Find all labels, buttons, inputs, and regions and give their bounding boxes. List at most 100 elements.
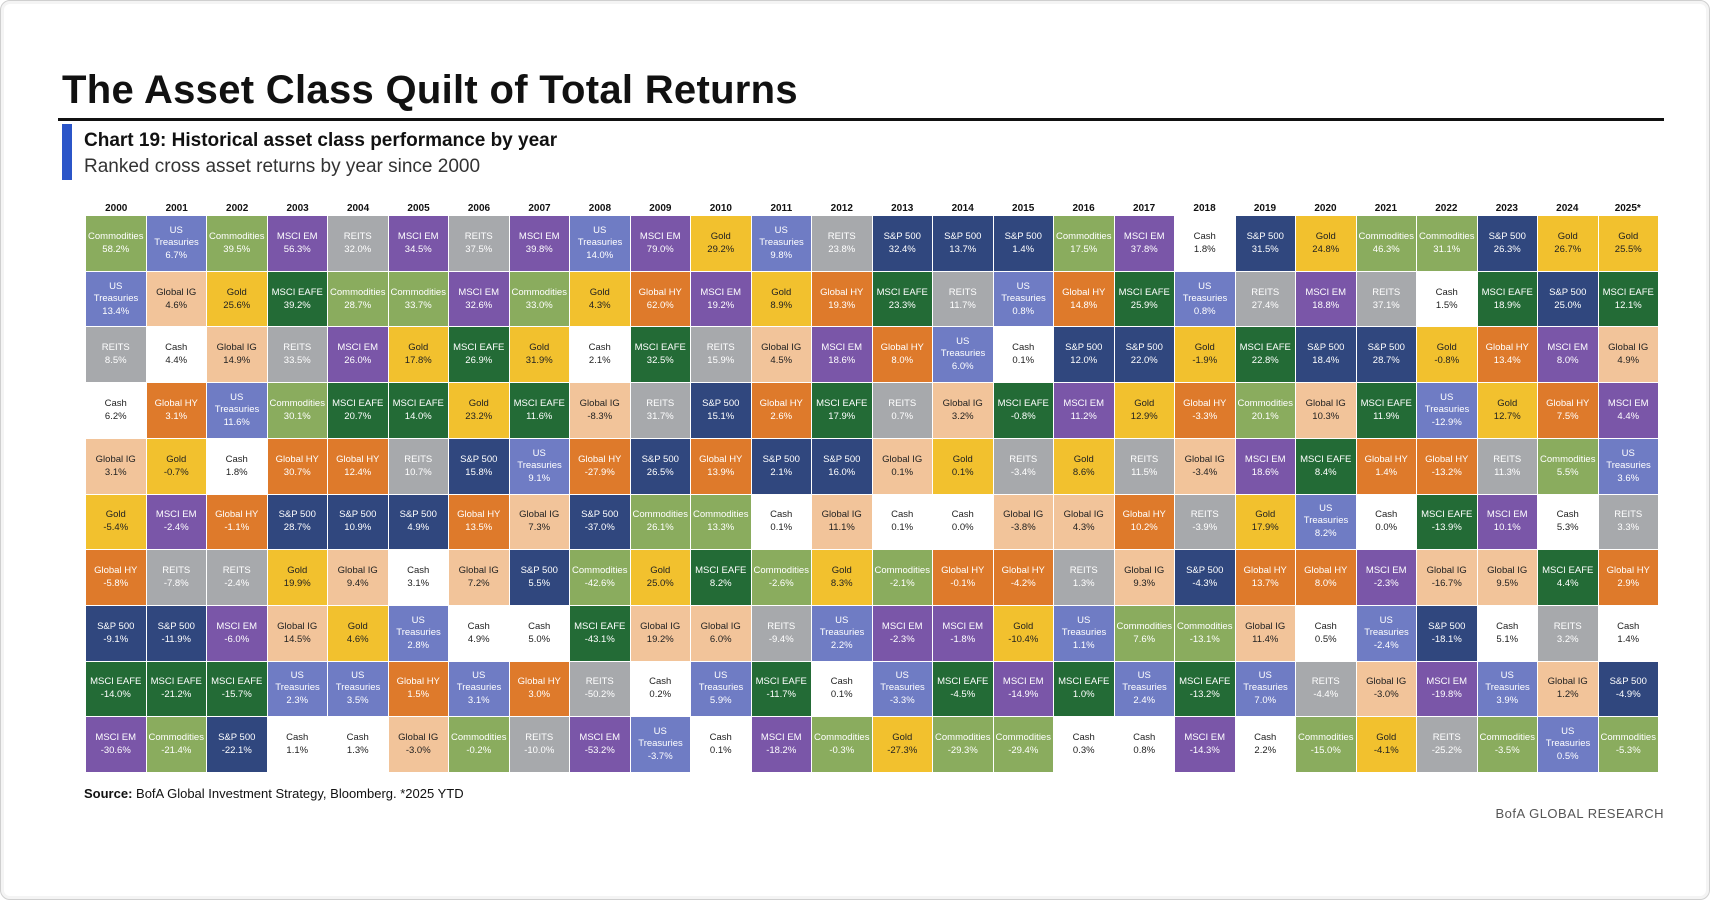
quilt-cell: S&P 500 16.0% (812, 438, 872, 494)
quilt-cell: Gold 4.6% (328, 605, 388, 661)
quilt-cell: MSCI EAFE 23.3% (872, 271, 932, 327)
quilt-cell: Global HY 3.1% (146, 383, 206, 438)
return-value: 0.1% (1012, 355, 1035, 367)
return-value: 1.2% (1556, 689, 1579, 701)
return-value: 1.8% (225, 466, 248, 478)
asset-label: Gold (1436, 342, 1457, 354)
return-value: 13.4% (102, 305, 130, 317)
year-header-row: 2000 2001 2002 2003 2004 2005 2006 2007 2008 2009… (86, 202, 1658, 216)
return-value: -19.8% (1431, 689, 1462, 701)
quilt-cell: REITS 1.3% (1054, 550, 1114, 605)
year-label: 2001 (165, 203, 188, 214)
return-value: 11.2% (1070, 410, 1097, 422)
return-value: 15.9% (707, 355, 735, 367)
asset-label: Commodities (511, 286, 567, 298)
year-label: 2003 (286, 203, 309, 214)
asset-label: Global HY (94, 565, 138, 577)
return-value: -6.0% (224, 633, 250, 645)
asset-label: Global IG (700, 620, 741, 632)
quilt-cell: Cash 4.4% (146, 327, 206, 383)
return-value: 28.7% (283, 522, 311, 534)
quilt-cell: MSCI EAFE 18.9% (1477, 271, 1537, 327)
quilt-cell: Global HY 19.3% (812, 271, 872, 327)
asset-label: S&P 500 (97, 620, 135, 632)
quilt-cell: REITS 3.3% (1598, 494, 1658, 550)
quilt-cell: Commodities 5.5% (1538, 438, 1598, 494)
asset-label: MSCI EM (95, 732, 137, 744)
return-value: 0.8% (1012, 305, 1035, 317)
asset-label: Global IG (942, 397, 983, 409)
return-value: -18.2% (766, 745, 797, 757)
return-value: -15.0% (1310, 745, 1341, 757)
return-value: 3.1% (165, 410, 188, 422)
return-value: 8.0% (1314, 578, 1337, 590)
quilt-cell: MSCI EM 18.6% (1235, 438, 1295, 494)
asset-label: MSCI EAFE (90, 676, 142, 688)
asset-label: MSCI EAFE (997, 397, 1049, 409)
asset-label: Commodities (209, 230, 265, 242)
quilt-cell: Global IG -16.7% (1417, 550, 1477, 605)
return-value: 10.2% (1130, 522, 1158, 534)
return-value: -4.5% (950, 689, 976, 701)
asset-label: MSCI EM (821, 342, 863, 354)
asset-label: Gold (529, 342, 550, 354)
quilt-cell: REITS -4.4% (1296, 661, 1356, 717)
asset-label: Global HY (759, 397, 803, 409)
return-value: -9.4% (768, 633, 794, 645)
asset-label: Global IG (216, 342, 257, 354)
year-label: 2007 (528, 203, 551, 214)
return-value: 39.8% (525, 243, 553, 255)
quilt-cell: Global IG 7.2% (449, 550, 509, 605)
quilt-cell: Commodities -0.2% (449, 717, 509, 772)
asset-label: S&P 500 (641, 453, 679, 465)
asset-label: Global IG (640, 620, 681, 632)
quilt-cell: MSCI EM -30.6% (86, 717, 146, 772)
asset-label: MSCI EM (942, 620, 984, 632)
return-value: -16.7% (1431, 578, 1462, 590)
quilt-cell: Global HY 8.0% (872, 327, 932, 383)
asset-label: MSCI EM (1426, 676, 1468, 688)
quilt-cell: S&P 500 22.0% (1114, 327, 1174, 383)
return-value: 17.9% (828, 410, 856, 422)
return-value: -3.3% (1192, 410, 1218, 422)
quilt-cell: MSCI EM 34.5% (388, 216, 448, 271)
asset-label: Gold (771, 286, 792, 298)
return-value: 23.2% (465, 410, 493, 422)
asset-label: MSCI EM (1002, 676, 1044, 688)
return-value: -53.2% (584, 745, 615, 757)
return-value: 33.0% (525, 299, 553, 311)
quilt-cell: Global HY 14.8% (1054, 271, 1114, 327)
quilt-cell: REITS 32.0% (328, 216, 388, 271)
asset-label: US Treasuries (1545, 726, 1591, 750)
asset-label: Cash (225, 453, 248, 465)
quilt-cell: Global HY 13.5% (449, 494, 509, 550)
return-value: -29.3% (947, 745, 978, 757)
return-value: -13.2% (1189, 689, 1220, 701)
quilt-cell: Gold 17.8% (388, 327, 448, 383)
return-value: 12.1% (1614, 299, 1642, 311)
quilt-cell: S&P 500 2.1% (751, 438, 811, 494)
quilt-cell: S&P 500 5.5% (509, 550, 569, 605)
quilt-cell: Commodities 39.5% (207, 216, 267, 271)
quilt-cell: Gold 31.9% (509, 327, 569, 383)
quilt-cell: Commodities -13.1% (1175, 605, 1235, 661)
asset-label: S&P 500 (339, 509, 377, 521)
return-value: -4.2% (1010, 578, 1036, 590)
asset-label: REITS (283, 342, 312, 354)
quilt-cell: US Treasuries -3.3% (872, 661, 932, 717)
quilt-cell: Global HY 12.4% (328, 438, 388, 494)
quilt-cell: MSCI EAFE 4.4% (1538, 550, 1598, 605)
return-value: -2.6% (768, 578, 794, 590)
return-value: 0.1% (891, 522, 914, 534)
asset-label: Commodities (572, 565, 628, 577)
quilt-cell: Gold 25.0% (630, 550, 690, 605)
return-value: 26.7% (1554, 243, 1582, 255)
quilt-cell: Commodities 26.1% (630, 494, 690, 550)
quilt-cell: Cash 1.8% (1175, 216, 1235, 271)
quilt-cell: S&P 500 10.9% (328, 494, 388, 550)
return-value: -11.7% (766, 689, 796, 701)
asset-label: US Treasuries (214, 391, 260, 415)
asset-label: Cash (286, 732, 309, 744)
asset-label: US Treasuries (335, 670, 381, 694)
asset-label: MSCI EAFE (574, 620, 626, 632)
